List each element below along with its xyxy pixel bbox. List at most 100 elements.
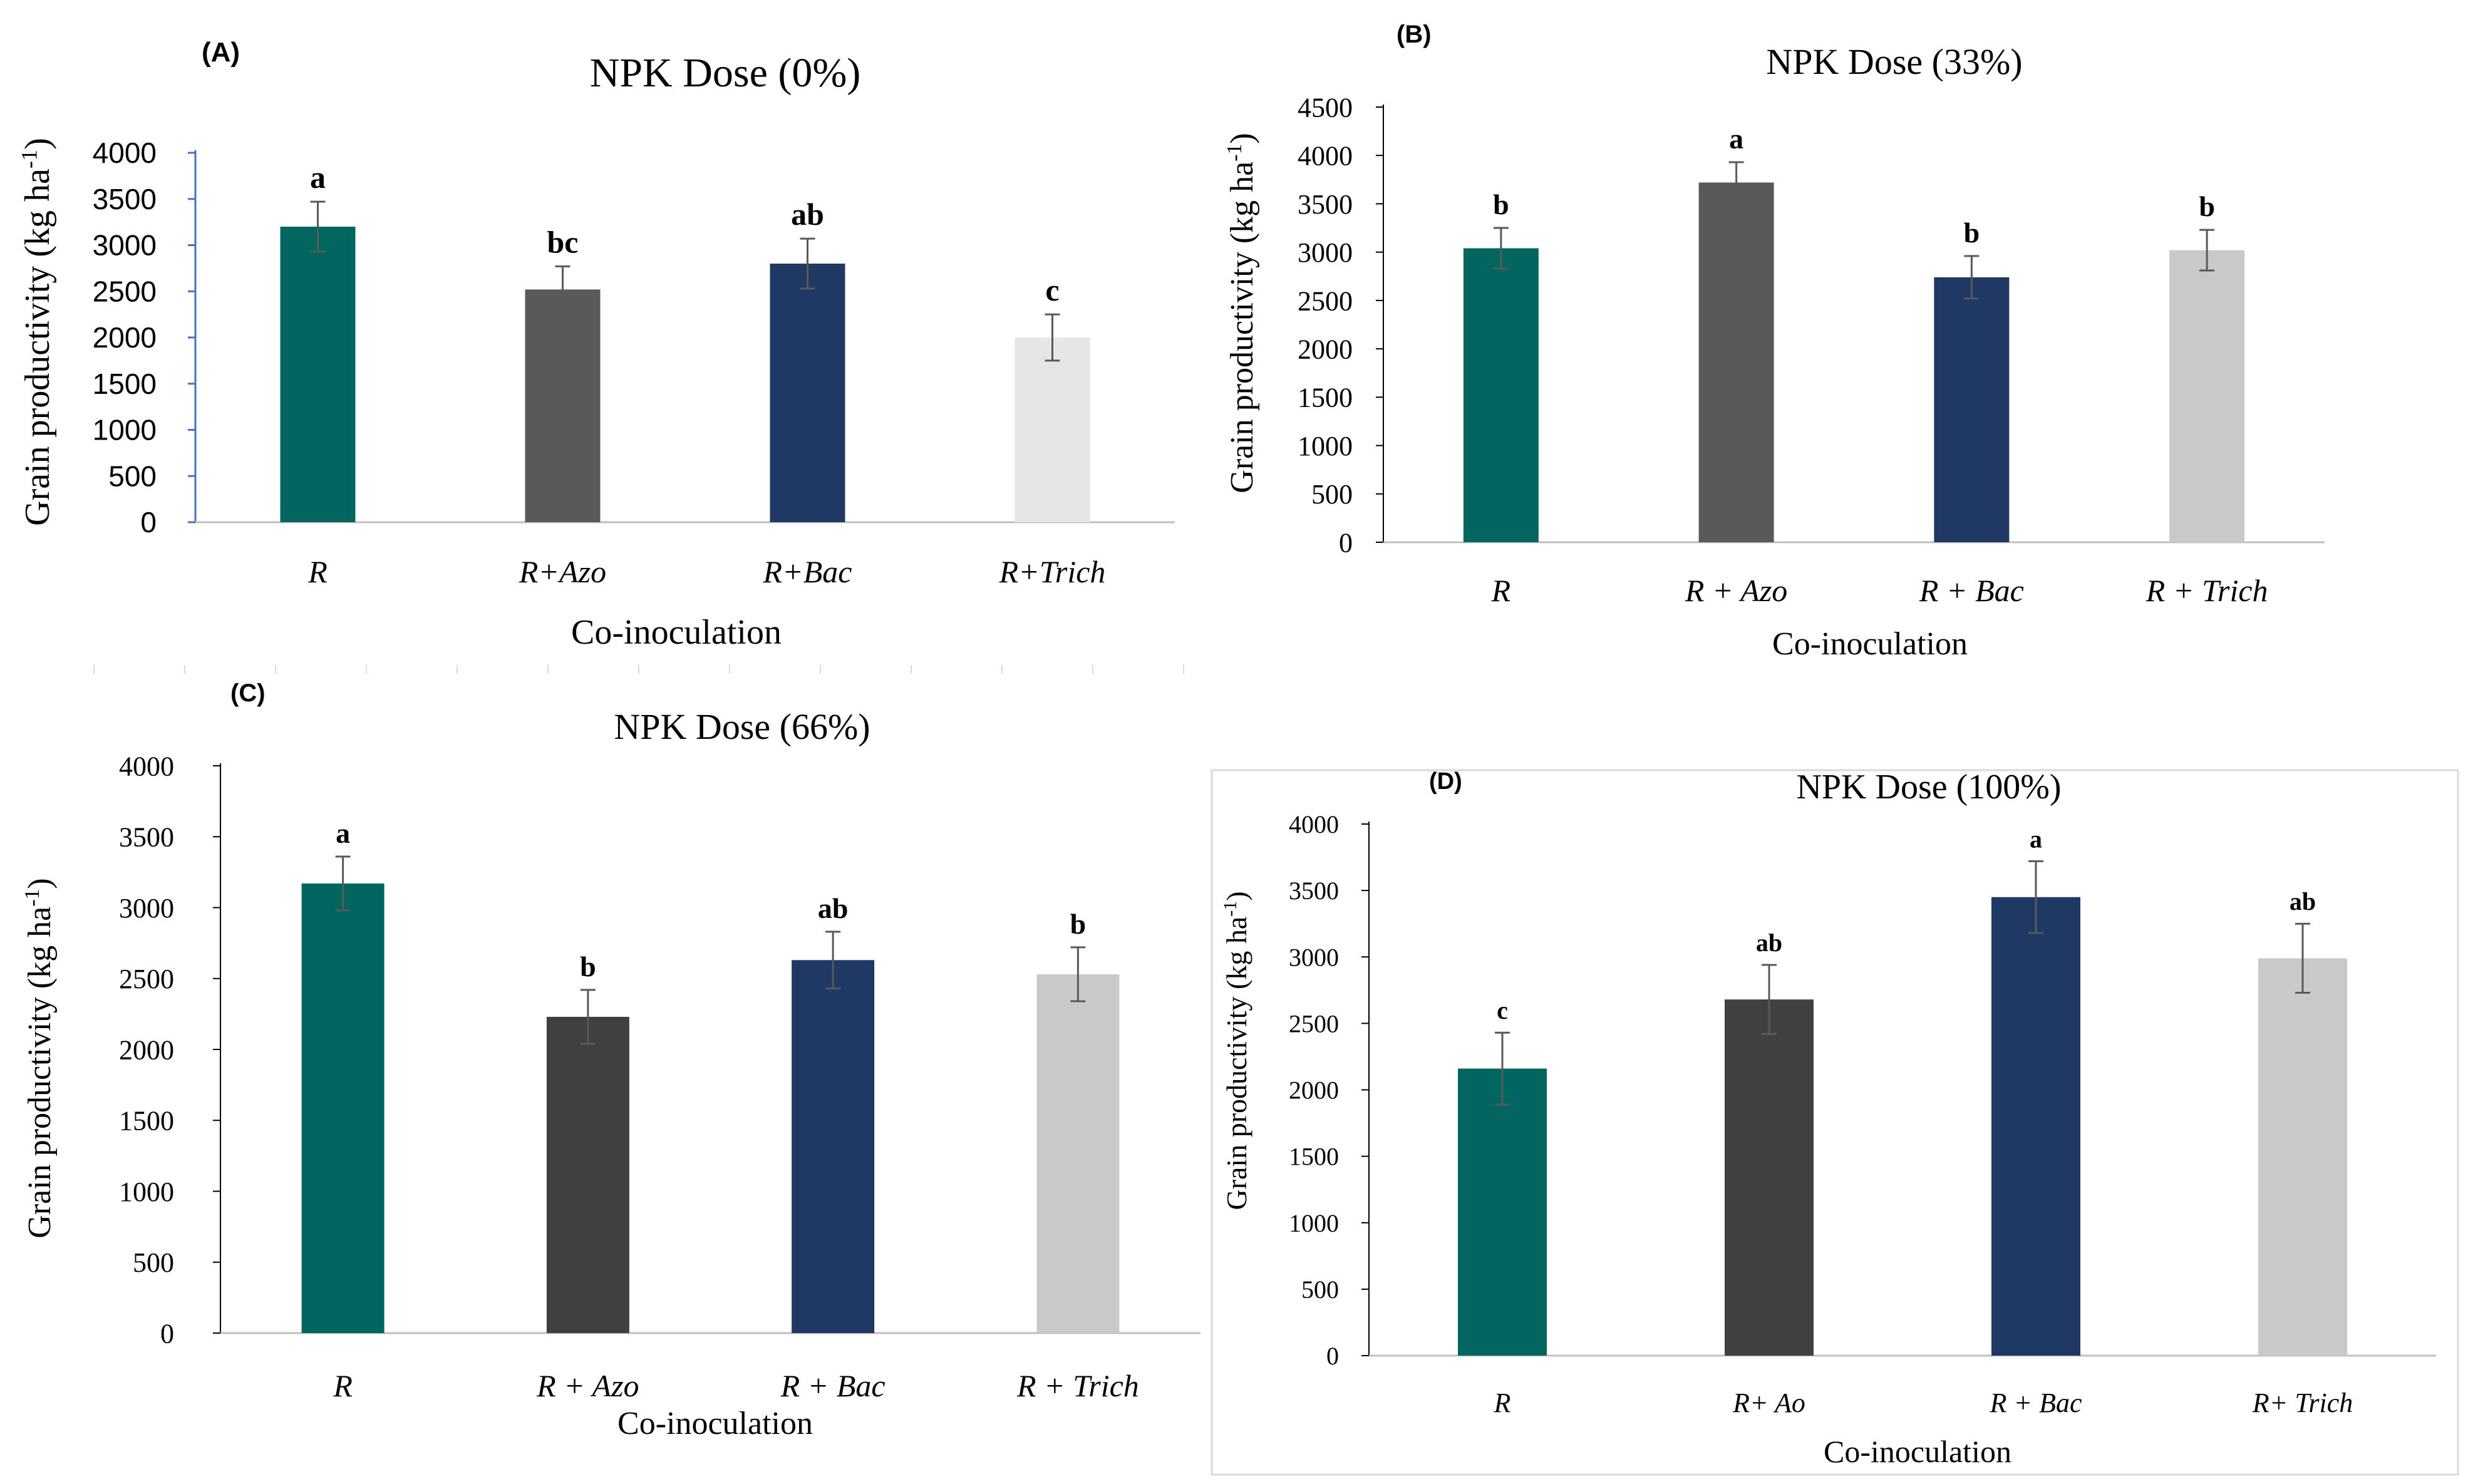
chart-title: NPK Dose (33%) bbox=[1766, 41, 2022, 82]
category-label: R+Trich bbox=[999, 554, 1106, 589]
bar bbox=[1725, 999, 1814, 1356]
y-tick-label: 3000 bbox=[1289, 943, 1339, 971]
chart-panel-1: 0 500 1000 1500 2000 2500 3000 3500 4000 a Rbc R+Az… bbox=[16, 37, 1175, 652]
chart-title: NPK Dose (0%) bbox=[590, 50, 861, 96]
significance-letter: ab bbox=[1756, 929, 1782, 957]
y-tick-label: 4000 bbox=[93, 137, 157, 169]
chart-panel-3: 0 500 1000 1500 2000 2500 3000 3500 4000 a Rb R + A… bbox=[21, 679, 1200, 1441]
category-label: R bbox=[1494, 1388, 1511, 1418]
category-label: R bbox=[333, 1368, 353, 1403]
y-tick-label: 2500 bbox=[93, 275, 157, 307]
bar bbox=[525, 289, 601, 522]
significance-letter: ab bbox=[791, 197, 824, 232]
y-tick-label: 4500 bbox=[1298, 92, 1353, 123]
chart-panel-2: 0 500 1000 1500 2000 2500 3000 3500 4000 4500 b Ra R… bbox=[1223, 21, 2325, 662]
chart-panel-4: 0 500 1000 1500 2000 2500 3000 3500 4000 c Rab R+ A… bbox=[1211, 768, 2459, 1476]
significance-letter: a bbox=[336, 817, 350, 849]
panel-label: (D) bbox=[1429, 768, 1462, 795]
y-tick-label: 2500 bbox=[119, 964, 174, 994]
y-tick-label: 3500 bbox=[93, 183, 157, 215]
category-label: R+ Trich bbox=[2252, 1388, 2353, 1418]
significance-letter: ab bbox=[2290, 887, 2316, 915]
y-axis-title: Grain productivity (kg ha-1) bbox=[16, 138, 57, 526]
y-tick-label: 3500 bbox=[1289, 877, 1339, 905]
significance-letter: b bbox=[580, 951, 596, 982]
y-tick-label: 2000 bbox=[93, 321, 157, 354]
bar bbox=[546, 1016, 629, 1333]
category-label: R+Bac bbox=[762, 554, 852, 589]
category-label: R bbox=[307, 554, 328, 589]
y-axis-title: Grain productivity (kg ha-1) bbox=[21, 878, 58, 1238]
significance-letter: a bbox=[310, 160, 326, 195]
bar bbox=[301, 883, 385, 1333]
y-axis-title: Grain productivity (kg ha-1) bbox=[1223, 133, 1260, 493]
bar bbox=[280, 227, 356, 522]
y-tick-label: 1000 bbox=[1298, 431, 1353, 461]
panel-label: (B) bbox=[1397, 21, 1432, 48]
chart-title: NPK Dose (100%) bbox=[1796, 768, 2061, 806]
y-tick-label: 1000 bbox=[119, 1177, 174, 1207]
y-tick-label: 4000 bbox=[1289, 810, 1339, 838]
bar bbox=[1015, 338, 1090, 522]
y-tick-label: 3500 bbox=[1298, 189, 1353, 220]
bar bbox=[2169, 250, 2245, 542]
y-axis-title: Grain productivity (kg ha-1) bbox=[1220, 891, 1252, 1210]
y-tick-label: 1000 bbox=[1289, 1209, 1339, 1237]
chart-title: NPK Dose (66%) bbox=[614, 706, 870, 747]
significance-letter: c bbox=[1045, 272, 1059, 307]
x-axis-title: Co-inoculation bbox=[1824, 1434, 2011, 1469]
category-label: R + Bac bbox=[1919, 573, 2024, 608]
bar bbox=[1458, 1068, 1547, 1356]
y-tick-label: 500 bbox=[1311, 479, 1353, 510]
y-tick-label: 0 bbox=[1339, 527, 1353, 558]
bar bbox=[1463, 248, 1539, 542]
panel-label: (A) bbox=[202, 37, 240, 68]
panel-frame bbox=[1211, 769, 2459, 1476]
panel-label: (C) bbox=[230, 679, 266, 707]
category-label: R + Bac bbox=[780, 1368, 885, 1403]
category-label: R + Azo bbox=[1685, 573, 1787, 608]
y-tick-label: 0 bbox=[160, 1318, 174, 1349]
y-tick-label: 3000 bbox=[119, 893, 174, 924]
y-tick-label: 2500 bbox=[1289, 1009, 1339, 1038]
significance-letter: b bbox=[1964, 217, 1980, 249]
category-label: R + Bac bbox=[1990, 1388, 2082, 1418]
significance-letter: ab bbox=[818, 892, 849, 924]
y-tick-label: 3000 bbox=[1298, 237, 1353, 268]
bar bbox=[1934, 277, 2010, 542]
y-tick-label: 0 bbox=[1326, 1342, 1339, 1370]
y-tick-label: 1500 bbox=[93, 368, 157, 400]
y-tick-label: 2000 bbox=[1289, 1076, 1339, 1105]
x-axis-title: Co-inoculation bbox=[617, 1406, 813, 1441]
bar bbox=[1036, 974, 1120, 1333]
category-label: R+Azo bbox=[519, 554, 606, 589]
panel-separator bbox=[93, 665, 1184, 674]
bar bbox=[1698, 182, 1774, 542]
y-tick-label: 1000 bbox=[93, 414, 157, 446]
significance-letter: b bbox=[1493, 188, 1509, 220]
category-label: R bbox=[1491, 573, 1511, 608]
y-tick-label: 4000 bbox=[1298, 141, 1353, 172]
bar bbox=[1991, 897, 2080, 1356]
y-tick-label: 2000 bbox=[1298, 334, 1353, 365]
category-label: R+ Ao bbox=[1732, 1388, 1805, 1418]
y-tick-label: 1500 bbox=[1298, 383, 1353, 413]
y-tick-label: 500 bbox=[108, 460, 157, 492]
y-tick-label: 2000 bbox=[119, 1034, 174, 1065]
y-tick-label: 1500 bbox=[1289, 1143, 1339, 1171]
significance-letter: a bbox=[1729, 123, 1743, 155]
y-tick-label: 3500 bbox=[119, 822, 174, 853]
significance-letter: a bbox=[2030, 825, 2042, 853]
category-label: R + Trich bbox=[2145, 573, 2268, 608]
bar bbox=[792, 960, 875, 1333]
significance-letter: b bbox=[1070, 908, 1087, 940]
y-tick-label: 4000 bbox=[119, 751, 174, 781]
y-tick-label: 2500 bbox=[1298, 286, 1353, 316]
y-tick-label: 0 bbox=[140, 506, 157, 538]
category-label: R + Azo bbox=[536, 1368, 639, 1403]
x-axis-title: Co-inoculation bbox=[571, 613, 782, 652]
significance-letter: c bbox=[1497, 996, 1508, 1024]
y-tick-label: 3000 bbox=[93, 229, 157, 262]
y-tick-label: 500 bbox=[133, 1247, 174, 1278]
